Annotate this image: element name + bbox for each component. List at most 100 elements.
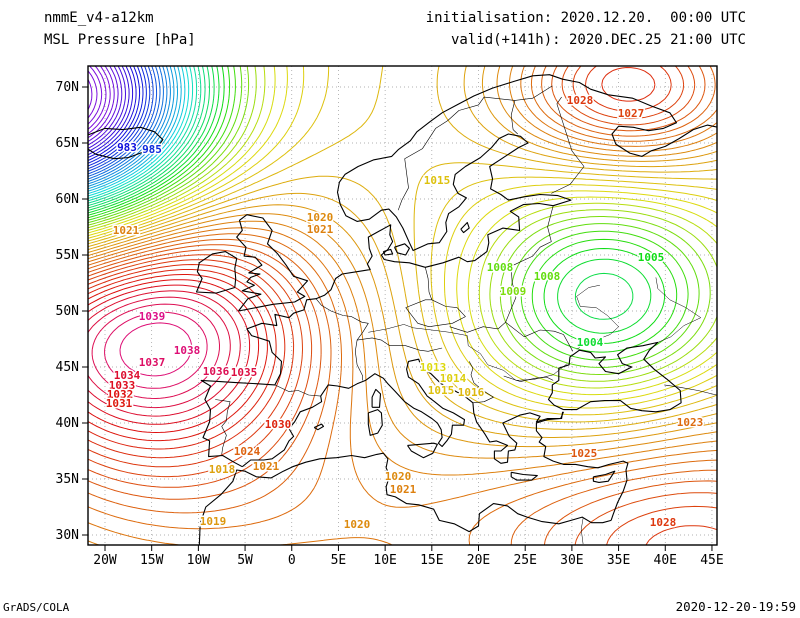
isobar-981 bbox=[88, 66, 134, 156]
isobar-998 bbox=[88, 66, 194, 199]
isobar-991 bbox=[88, 66, 168, 182]
contour-label: 1030 bbox=[265, 418, 292, 431]
isobar-1021 bbox=[88, 66, 717, 545]
isobar-988 bbox=[88, 66, 158, 175]
contour-label: 1020 bbox=[385, 470, 412, 483]
isobar-997 bbox=[88, 66, 190, 197]
model-title: nmmE_v4-a12km bbox=[44, 10, 154, 26]
contour-label: 1018 bbox=[209, 463, 236, 476]
isobar-1025 bbox=[88, 66, 717, 545]
isobar-1007 bbox=[88, 66, 689, 361]
contour-label: 1016 bbox=[458, 386, 485, 399]
isobar-1037 bbox=[104, 311, 208, 389]
isobar-985 bbox=[88, 66, 147, 167]
isobar-1038 bbox=[119, 322, 193, 377]
lon-tick-label: 20E bbox=[467, 553, 490, 568]
lon-tick-label: 35E bbox=[607, 553, 630, 568]
contour-label: 1021 bbox=[307, 223, 334, 236]
lon-tick-label: 25E bbox=[513, 553, 536, 568]
isobar-993 bbox=[88, 66, 175, 187]
isobar-1005 bbox=[88, 66, 666, 344]
isobar-1029 bbox=[88, 67, 656, 459]
isobar-1026 bbox=[88, 66, 717, 545]
plot-timestamp: 2020-12-20-19:59 bbox=[675, 599, 796, 614]
isobar-1000 bbox=[88, 66, 202, 204]
isobar-1009 bbox=[88, 66, 711, 375]
isobar-1019 bbox=[88, 66, 717, 448]
border-layer bbox=[215, 85, 717, 455]
init-time-label: initialisation: 2020.12.20. 00:00 UTC bbox=[425, 10, 746, 26]
isobar-975 bbox=[88, 66, 111, 135]
isobar-977 bbox=[88, 66, 119, 142]
river-layer bbox=[368, 277, 702, 545]
isobar-990 bbox=[88, 66, 164, 180]
isobar-1022 bbox=[88, 66, 717, 545]
contour-label: 1034 bbox=[114, 369, 141, 382]
isobar-1013 bbox=[88, 66, 717, 402]
contour-label: 1005 bbox=[638, 251, 665, 264]
contour-label: 1028 bbox=[567, 94, 594, 107]
isobar-973 bbox=[88, 66, 103, 125]
isobar-987 bbox=[88, 66, 154, 172]
lat-tick-label: 55N bbox=[56, 248, 79, 263]
coastline-layer bbox=[88, 74, 717, 545]
isobar-1010 bbox=[88, 66, 717, 382]
contour-label: 1025 bbox=[571, 447, 598, 460]
isobar-1028 bbox=[88, 66, 717, 545]
isobar-983 bbox=[88, 66, 141, 161]
isobar-980 bbox=[88, 66, 130, 153]
contour-label: 1032 bbox=[107, 388, 134, 401]
isobar-999 bbox=[88, 66, 198, 202]
lon-tick-label: 20W bbox=[93, 553, 117, 568]
contour-label: 1028 bbox=[650, 516, 677, 529]
map-frame bbox=[87, 65, 718, 546]
isobar-982 bbox=[88, 66, 137, 159]
isobar-1014 bbox=[88, 66, 717, 409]
isobar-1011 bbox=[88, 66, 717, 389]
contour-label: 1023 bbox=[677, 416, 704, 429]
grads-credit: GrADS/COLA bbox=[3, 601, 70, 614]
isobar-1017 bbox=[88, 66, 717, 430]
valid-time-label: valid(+141h): 2020.DEC.25 21:00 UTC bbox=[450, 32, 746, 48]
contour-label: 1008 bbox=[534, 270, 561, 283]
isobar-1034 bbox=[88, 290, 241, 417]
contour-label: 1027 bbox=[618, 107, 645, 120]
isobar-1030 bbox=[88, 269, 277, 450]
contour-label: 1037 bbox=[139, 356, 166, 369]
isobar-1001 bbox=[88, 66, 206, 207]
isobar-979 bbox=[88, 66, 126, 149]
isobar-974 bbox=[88, 66, 107, 130]
contour-label: 983 bbox=[117, 141, 137, 154]
contour-label: 1033 bbox=[109, 379, 136, 392]
contour-label: 1021 bbox=[253, 460, 280, 473]
isobar-1020 bbox=[88, 66, 717, 459]
contour-label: 1015 bbox=[428, 384, 455, 397]
isobar-1008 bbox=[88, 66, 700, 368]
lon-tick-label: 0 bbox=[288, 553, 296, 568]
isobar-1012 bbox=[88, 66, 717, 396]
lon-tick-label: 40E bbox=[654, 553, 677, 568]
lat-tick-label: 65N bbox=[56, 136, 79, 151]
contour-label: 1038 bbox=[174, 344, 201, 357]
lat-tick-label: 50N bbox=[56, 304, 79, 319]
contour-label: 1020 bbox=[344, 518, 371, 531]
lon-tick-label: 10E bbox=[373, 553, 396, 568]
contour-label: 1019 bbox=[200, 515, 227, 528]
contour-label: 1013 bbox=[420, 361, 447, 374]
isobar-1002 bbox=[88, 66, 210, 209]
contour-label: 1021 bbox=[390, 483, 417, 496]
axis-layer: 70N 65N 60N 55N 50N 45N 40N 35N 30N 20W 15W 10W 5W 0 5… bbox=[56, 80, 724, 568]
contour-label: 1009 bbox=[500, 285, 527, 298]
isobar-995 bbox=[88, 66, 182, 192]
lat-tick-label: 60N bbox=[56, 192, 79, 207]
isobar-1036 bbox=[91, 303, 220, 399]
isobar-1024 bbox=[88, 66, 717, 545]
lat-tick-label: 40N bbox=[56, 416, 79, 431]
lon-tick-label: 15W bbox=[140, 553, 164, 568]
lon-tick-label: 5W bbox=[237, 553, 253, 568]
isobar-1006 bbox=[88, 66, 678, 353]
lat-tick-label: 30N bbox=[56, 528, 79, 543]
